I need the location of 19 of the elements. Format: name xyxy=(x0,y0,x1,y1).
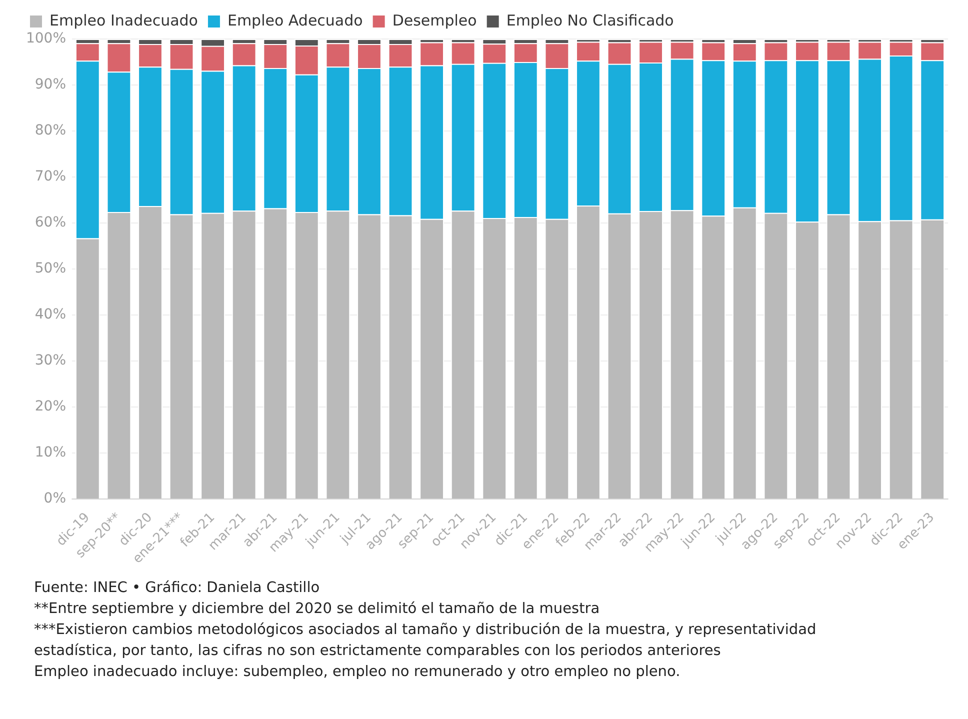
source-note: Fuente: INEC • Gráfico: Daniela Castillo xyxy=(34,579,321,598)
y-tick-label: 40% xyxy=(34,306,66,323)
y-tick-label: 20% xyxy=(34,398,66,415)
text: ***Existieron cambios metodológicos asociados al tamaño y distribución de la muestra, y representatividad estadística, por tanto, las cifras no son estrictamente comparables con los periodos anteriores xyxy=(34,621,818,661)
y-tick-label: 70% xyxy=(34,168,66,185)
legend-label: Empleo No Clasificado xyxy=(506,11,674,30)
y-tick-label: 60% xyxy=(34,214,66,231)
text: Empleo inadecuado incluye: subempleo, empleo no remunerado y otro empleo no pleno. xyxy=(34,663,682,682)
y-tick-label: 80% xyxy=(34,122,66,139)
y-tick-label: 90% xyxy=(34,76,66,93)
y-tick-label: 50% xyxy=(34,260,66,277)
legend-label: Empleo Adecuado xyxy=(227,11,363,30)
legend-label: Desempleo xyxy=(392,11,477,30)
y-tick-label: 100% xyxy=(26,30,66,47)
y-tick-label: 30% xyxy=(34,352,66,369)
y-tick-label: 0% xyxy=(44,490,66,507)
text: **Entre septiembre y diciembre del 2020 se delimitó el tamaño de la muestra xyxy=(34,600,601,619)
y-tick-label: 10% xyxy=(34,444,66,461)
legend-label: Empleo Inadecuado xyxy=(50,11,198,30)
